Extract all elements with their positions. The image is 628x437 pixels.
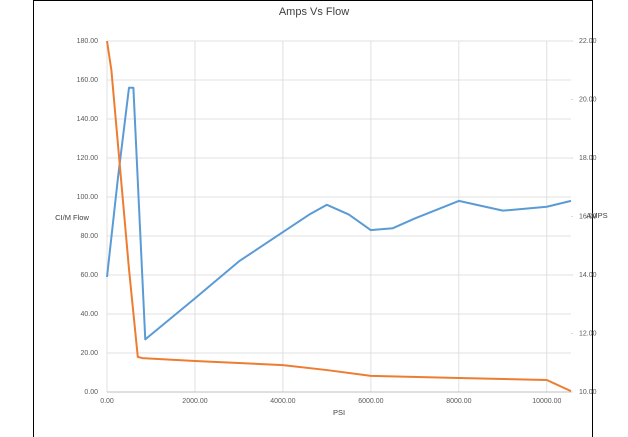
y-tick-label: 160.00	[77, 77, 99, 84]
y2-tick-label: 12.00	[579, 330, 597, 337]
y-axis-label: CI/M Flow	[55, 213, 89, 222]
y-tick-label: 140.00	[77, 116, 99, 123]
x-tick-label: 6000.00	[358, 398, 383, 405]
x-tick-label: 10000.00	[532, 398, 561, 405]
y2-tick-label: 22.00	[579, 38, 597, 45]
y-tick-label: 0.00	[84, 389, 98, 396]
x-tick-label: 2000.00	[182, 398, 207, 405]
y-tick-label: 80.00	[80, 233, 98, 240]
series-line	[106, 86, 572, 341]
x-tick-label: 0.00	[100, 398, 114, 405]
y2-axis-label: AMPS	[586, 211, 607, 220]
y2-tick-label: 10.00	[579, 389, 597, 396]
chart-title: Amps Vs Flow	[279, 6, 349, 18]
y2-tick-label: 14.00	[579, 272, 597, 279]
series-line	[106, 40, 572, 393]
y-tick-label: 100.00	[77, 194, 99, 201]
y2-tick-label: 20.00	[579, 96, 597, 103]
y-tick-label: 120.00	[77, 155, 99, 162]
y-tick-label: 20.00	[80, 350, 98, 357]
y2-tick-label: 18.00	[579, 155, 597, 162]
y2-tick-label: 16.00	[579, 213, 597, 220]
x-tick-label: 8000.00	[446, 398, 471, 405]
y-tick-label: 40.00	[80, 311, 98, 318]
y-tick-label: 180.00	[77, 38, 99, 45]
chart-frame	[33, 0, 593, 437]
y-tick-label: 60.00	[80, 272, 98, 279]
x-tick-label: 4000.00	[270, 398, 295, 405]
x-axis-label: PSI	[333, 408, 345, 417]
